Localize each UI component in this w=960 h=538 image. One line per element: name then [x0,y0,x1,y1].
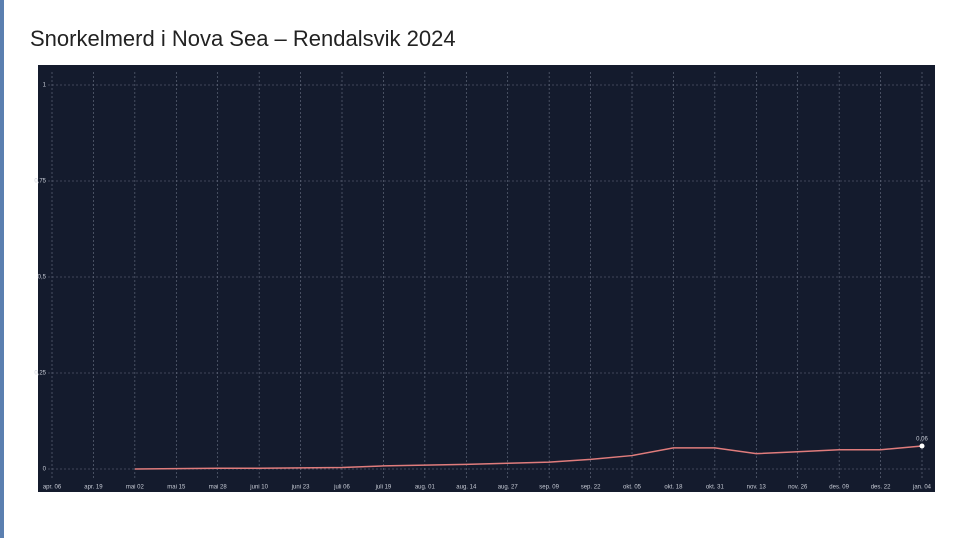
chart-title: Snorkelmerd i Nova Sea – Rendalsvik 2024 [30,26,456,51]
x-tick-label: juni 23 [291,485,310,491]
x-tick-label: sep. 22 [581,485,601,491]
plot-background [38,65,935,492]
x-tick-label: aug. 01 [415,485,436,491]
y-tick-label: 0 [43,467,47,473]
value-label: 0,06 [916,437,928,443]
y-tick-label: 0,25 [34,371,46,377]
x-tick-label: apr. 06 [43,485,62,491]
x-tick-label: juli 06 [333,485,350,491]
x-tick-label: des. 22 [871,485,891,491]
x-tick-label: nov. 26 [788,485,808,491]
x-tick-label: des. 09 [829,485,849,491]
x-tick-label: okt. 18 [664,485,683,491]
x-tick-label: mai 15 [167,485,186,491]
x-tick-label: okt. 05 [623,485,642,491]
x-tick-label: juni 10 [249,485,268,491]
y-tick-label: 0,75 [34,179,46,185]
slide-edge [0,0,4,538]
x-tick-label: mai 28 [209,485,228,491]
x-tick-label: apr. 19 [84,485,103,491]
x-tick-label: aug. 14 [456,485,477,491]
x-tick-label: juli 19 [375,485,392,491]
y-tick-label: 0,5 [38,275,47,281]
x-tick-label: okt. 31 [706,485,725,491]
x-tick-label: aug. 27 [498,485,519,491]
x-tick-label: nov. 13 [747,485,767,491]
x-tick-label: jan. 04 [912,485,932,491]
y-tick-label: 1 [43,83,47,89]
line [134,445,923,470]
x-tick-label: mai 02 [126,485,145,491]
end-point [919,443,925,449]
x-tick-label: sep. 09 [539,485,559,491]
